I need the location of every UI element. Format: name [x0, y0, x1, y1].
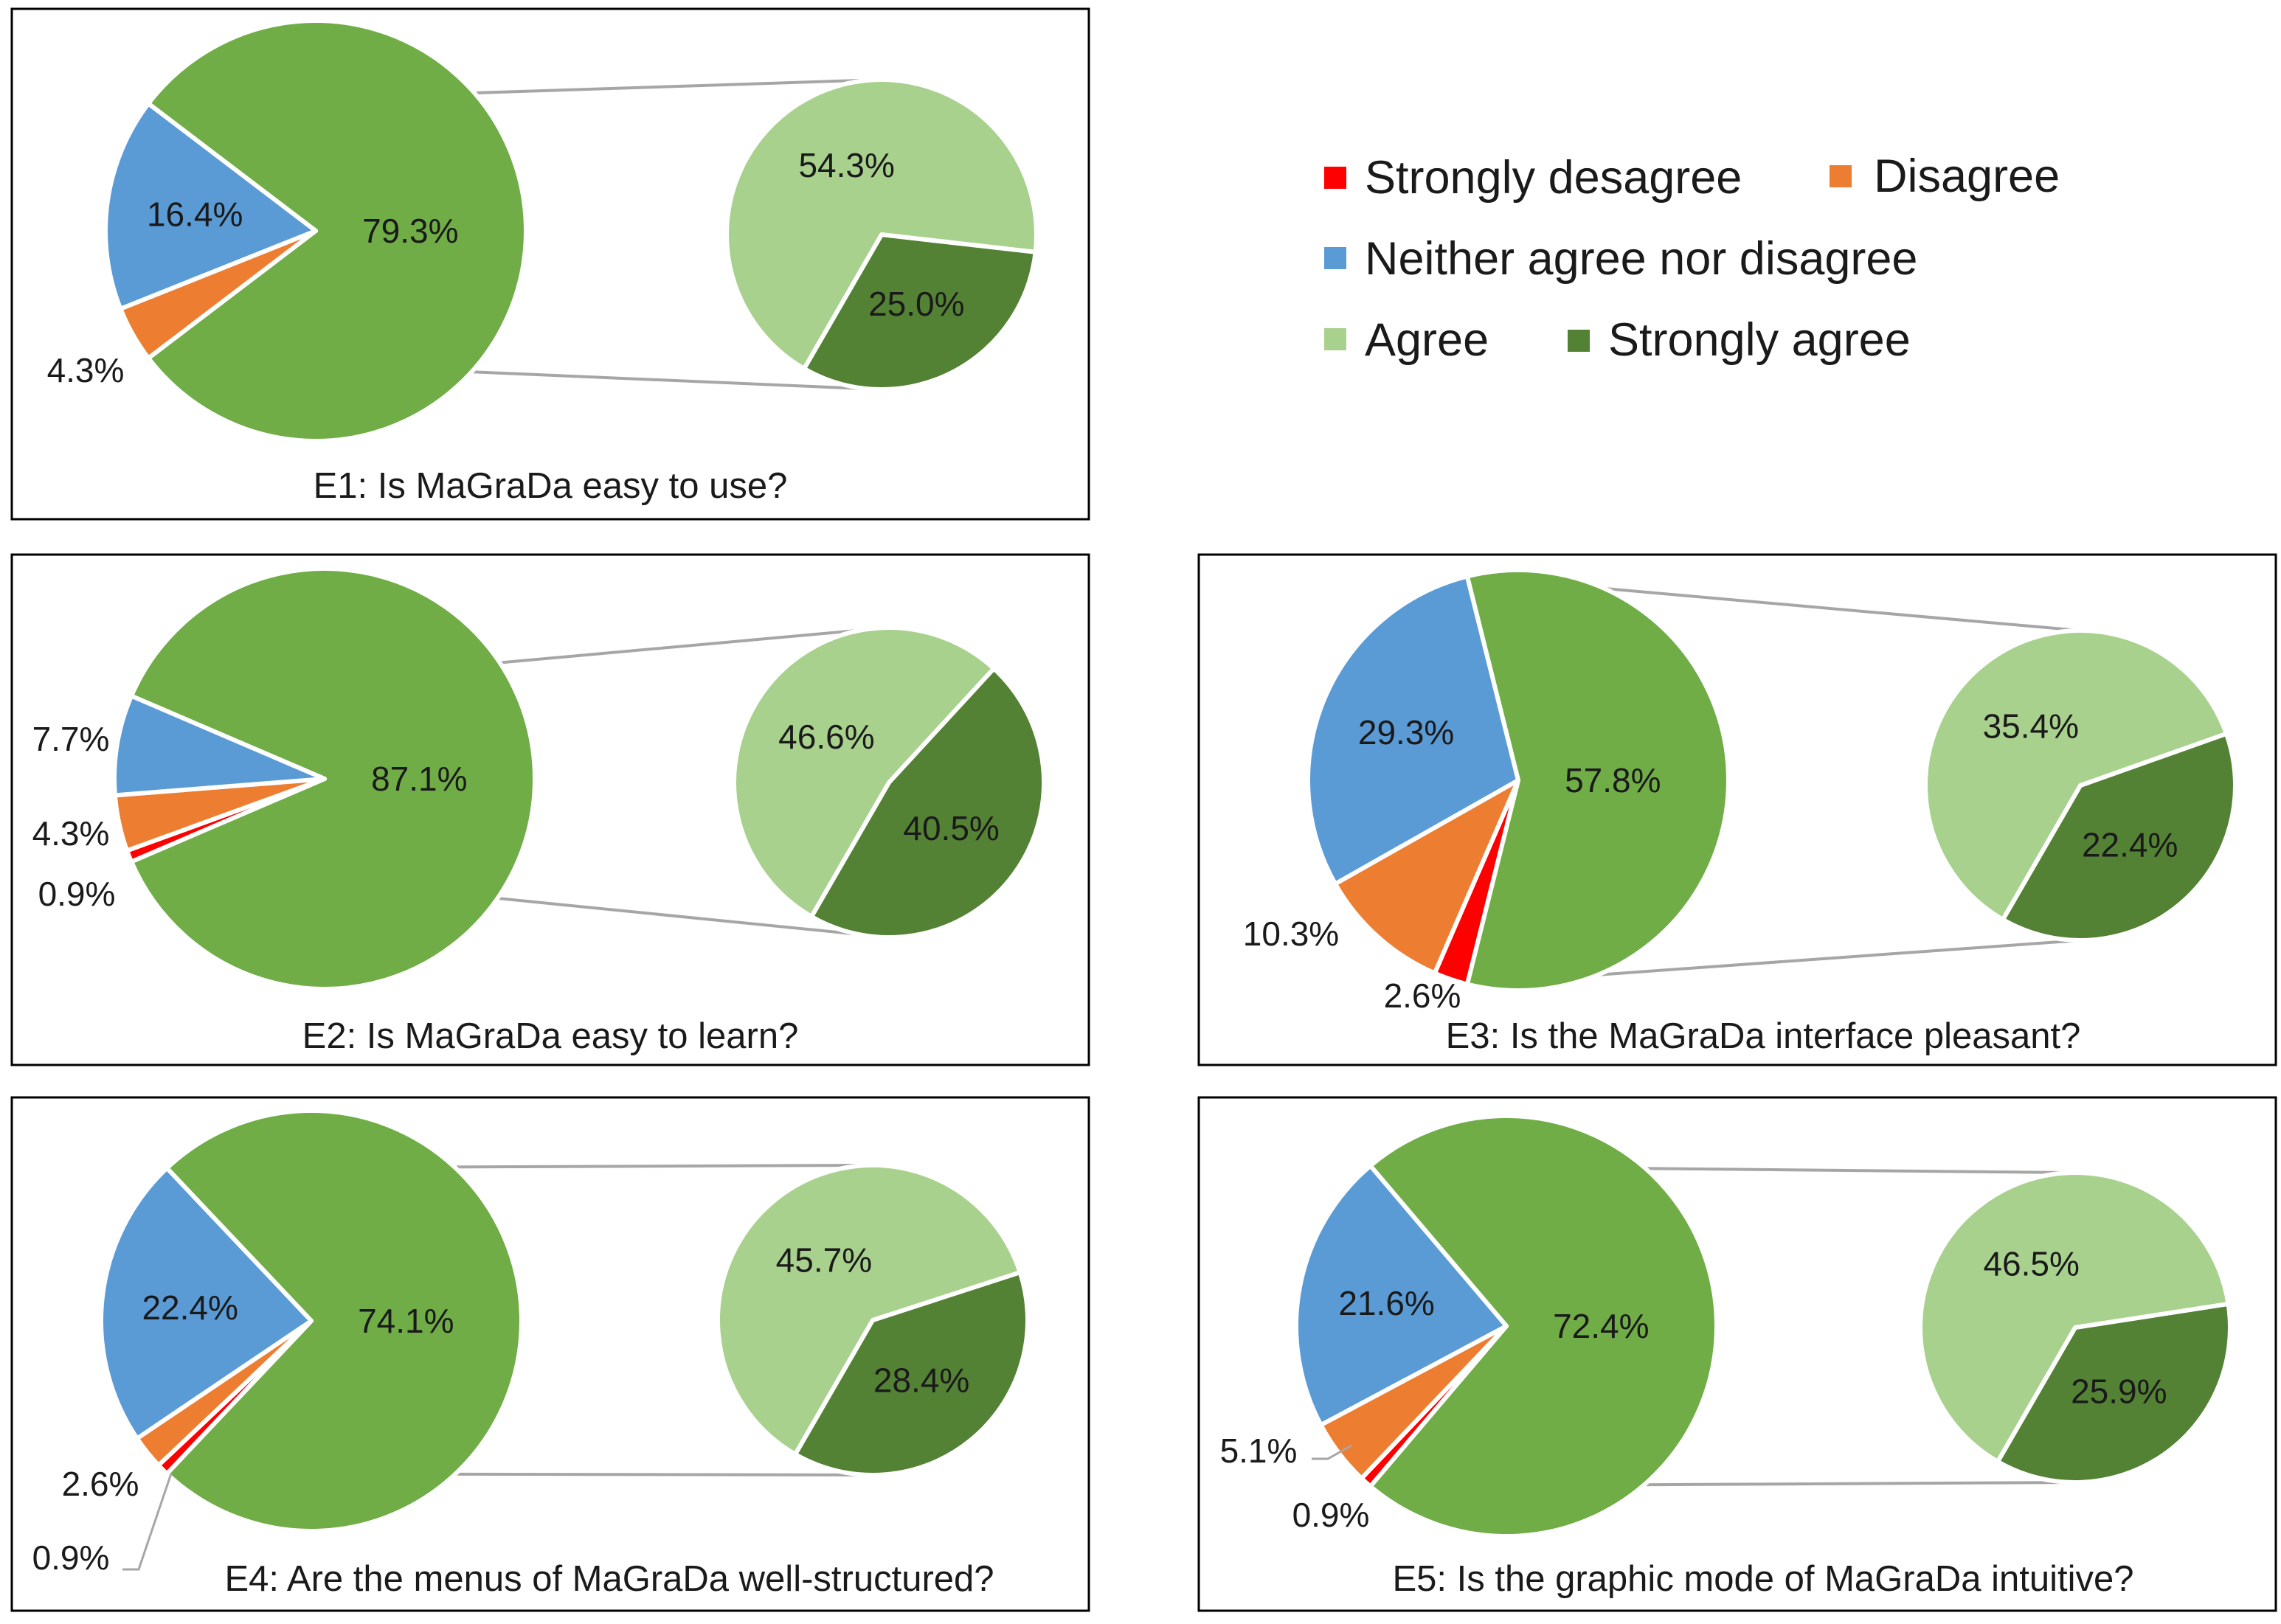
chart-panel-e1: 79.3% 4.3% 16.4% 25.0% 54.3% E1: Is MaGraDa e…: [10, 7, 1090, 521]
legend-item-strongly-disagree: Strongly desagree: [1324, 152, 1742, 204]
breakdown-label-agree: 46.6%: [778, 718, 874, 756]
breakdown-slice-strongly-agree: [2001, 731, 2238, 943]
legend-label-neutral: Neither agree nor disagree: [1365, 233, 1917, 285]
breakdown-slice-agree: [716, 1163, 1022, 1457]
breakdown-label-strongly-agree: 25.9%: [2071, 1373, 2167, 1411]
chart-title: E2: Is MaGraDa easy to learn?: [302, 1016, 799, 1056]
legend-item-disagree: Disagree: [1830, 150, 2060, 202]
data-label-agree-combined: 74.1%: [358, 1302, 454, 1340]
legend-swatch-agree: [1324, 328, 1346, 350]
legend-item-strongly-agree: Strongly agree: [1568, 314, 1911, 366]
data-label-disagree: 5.1%: [1220, 1432, 1298, 1470]
data-label-agree-combined: 72.4%: [1553, 1307, 1649, 1345]
chart-title: E4: Are the menus of MaGraDa well-struct…: [224, 1559, 994, 1599]
breakdown-label-agree: 35.4%: [1983, 707, 2079, 745]
breakdown-label-strongly-agree: 40.5%: [903, 809, 999, 847]
data-label-neutral: 22.4%: [142, 1288, 238, 1327]
pie-slice-neutral: [1306, 574, 1520, 886]
pie-slice-neutral: [112, 693, 327, 798]
pie-slice-neutral: [1294, 1163, 1509, 1428]
chart-title: E5: Is the graphic mode of MaGraDa intui…: [1392, 1559, 2133, 1599]
data-label-disagree: 4.3%: [47, 351, 125, 389]
breakdown-slice-strongly-agree: [809, 666, 1046, 940]
data-label-neutral: 29.3%: [1358, 713, 1454, 752]
data-label-agree-combined: 57.8%: [1565, 761, 1661, 799]
legend-label-strongly-agree: Strongly agree: [1608, 314, 1911, 366]
legend-swatch-neutral: [1324, 247, 1346, 269]
chart-panel-e2: 87.1% 0.9% 4.3% 7.7% 40.5% 46.6% E2: Is MaGraD…: [10, 553, 1090, 1066]
pie-slice-disagree: [1333, 778, 1520, 976]
breakdown-label-agree: 45.7%: [776, 1240, 872, 1279]
legend-label-strongly-disagree: Strongly desagree: [1365, 152, 1742, 204]
breakdown-slice-agree: [724, 77, 1039, 371]
data-label-strongly-disagree: 2.6%: [1384, 976, 1461, 1015]
breakdown-label-agree: 54.3%: [798, 146, 894, 184]
data-label-disagree: 2.6%: [62, 1465, 139, 1503]
chart-panel-e5: 72.4% 0.9% 5.1% 21.6% 25.9% 46.5% E5: Is the g…: [1197, 1096, 2277, 1612]
pie-slice-agree-combined: [129, 566, 537, 991]
pie-slice-agree-combined: [146, 18, 528, 443]
legend-swatch-disagree: [1830, 165, 1852, 187]
data-label-agree-combined: 79.3%: [362, 212, 458, 250]
data-label-strongly-disagree: 0.9%: [38, 875, 116, 913]
breakdown-slice-agree: [732, 625, 997, 919]
data-label-neutral: 16.4%: [147, 195, 243, 234]
breakdown-label-agree: 46.5%: [1983, 1244, 2079, 1283]
breakdown-label-strongly-agree: 22.4%: [2082, 826, 2178, 864]
data-label-neutral: 7.7%: [32, 720, 110, 758]
legend-item-agree: Agree: [1324, 314, 1489, 366]
data-label-neutral: 21.6%: [1338, 1284, 1434, 1322]
breakdown-label-strongly-agree: 28.4%: [873, 1361, 969, 1400]
legend-swatch-strongly-agree: [1568, 330, 1590, 352]
chart-panel-e3: 57.8% 2.6% 10.3% 29.3% 22.4% 35.4% E3: Is the …: [1197, 553, 2277, 1066]
data-label-strongly-disagree: 0.9%: [32, 1538, 110, 1577]
data-label-disagree: 10.3%: [1243, 915, 1339, 953]
leader-line-disagree: [1312, 1444, 1352, 1460]
data-label-strongly-disagree: 0.9%: [1292, 1496, 1370, 1534]
breakdown-slice-strongly-agree: [802, 232, 1038, 392]
breakdown-slice-strongly-agree: [1996, 1301, 2232, 1485]
data-label-agree-combined: 87.1%: [371, 760, 467, 798]
chart-panel-e4: 74.1% 0.9% 2.6% 22.4% 28.4% 45.7% E4: Are the …: [10, 1096, 1090, 1612]
pie-slice-neutral: [103, 101, 318, 311]
legend-label-disagree: Disagree: [1874, 150, 2060, 202]
breakdown-slice-agree: [1918, 1170, 2231, 1464]
legend-item-neutral: Neither agree nor disagree: [1324, 233, 1917, 285]
chart-title: E1: Is MaGraDa easy to use?: [314, 466, 788, 506]
breakdown-label-strongly-agree: 25.0%: [868, 285, 964, 323]
pie-slice-agree-combined: [1464, 568, 1731, 993]
pie-slice-neutral: [99, 1165, 314, 1441]
legend-swatch-strongly-disagree: [1324, 167, 1346, 189]
legend: Strongly desagree Disagree Neither agree…: [1324, 150, 2060, 366]
chart-title: E3: Is the MaGraDa interface pleasant?: [1446, 1016, 2081, 1056]
data-label-disagree: 4.3%: [32, 814, 110, 853]
pie-slice-agree-combined: [1368, 1114, 1719, 1538]
leader-line-strongly-disagree: [122, 1473, 173, 1571]
breakdown-slice-agree: [1923, 628, 2229, 922]
legend-label-agree: Agree: [1365, 314, 1489, 366]
breakdown-slice-strongly-agree: [793, 1270, 1030, 1477]
pie-slice-agree-combined: [165, 1108, 524, 1533]
